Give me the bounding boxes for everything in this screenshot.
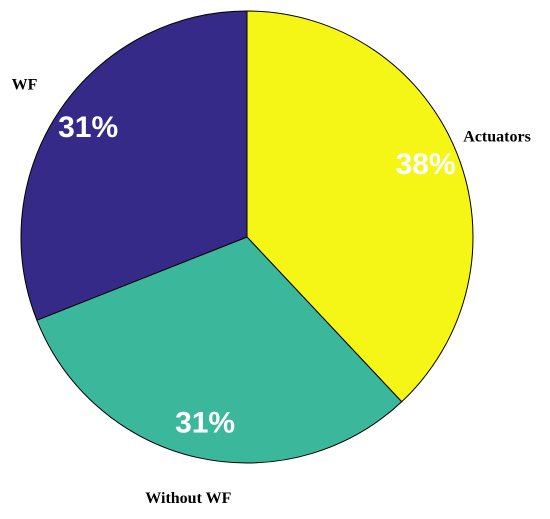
value-label: 31% xyxy=(175,406,235,439)
category-label: Without WF xyxy=(145,490,231,507)
category-label: Actuators xyxy=(463,129,531,146)
value-label: 31% xyxy=(58,111,118,144)
pie-slice xyxy=(20,10,248,321)
category-label: WF xyxy=(12,77,38,94)
value-label: 38% xyxy=(396,148,456,181)
pie-slice xyxy=(246,10,474,403)
pie-slice xyxy=(36,236,403,464)
